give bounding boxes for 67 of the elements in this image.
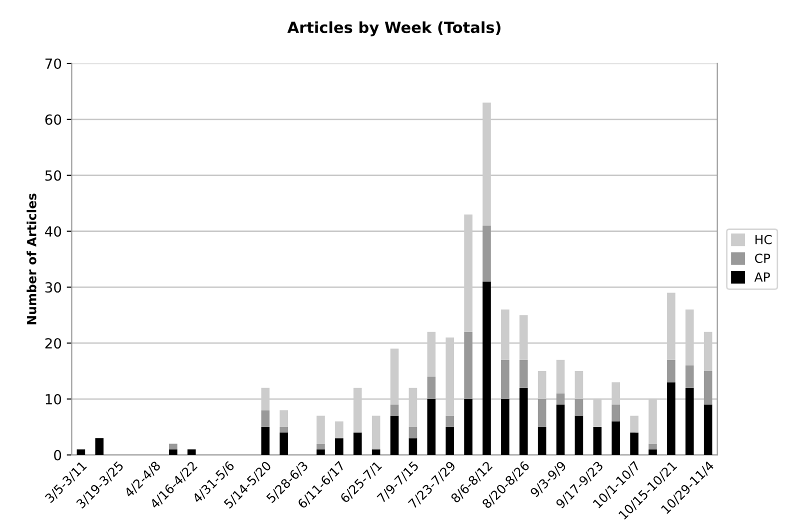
bar (280, 426, 288, 433)
bar (464, 399, 472, 455)
bar (612, 404, 620, 422)
y-tick-label: 50 (45, 170, 62, 181)
chart-title: Articles by Week (Totals) (287, 21, 500, 36)
bar (538, 426, 546, 455)
bar (353, 432, 362, 455)
bar (280, 410, 288, 427)
bar (482, 226, 491, 282)
legend-label: CP (754, 254, 770, 264)
bar (648, 444, 657, 450)
bar (390, 404, 399, 416)
bar (556, 360, 565, 394)
legend-label: AP (754, 272, 770, 282)
bar (501, 399, 510, 455)
y-tick-label: 20 (45, 338, 62, 349)
bar (685, 365, 694, 388)
bar (169, 444, 178, 450)
bar (630, 432, 638, 455)
y-tick-label: 0 (54, 450, 62, 460)
bar (482, 282, 491, 455)
bar (169, 449, 178, 455)
y-tick-label: 60 (45, 114, 62, 125)
bar (501, 360, 510, 400)
bar (556, 393, 565, 405)
bar (408, 426, 418, 438)
bar (464, 332, 472, 400)
bar (335, 421, 344, 438)
y-tick-label: 40 (45, 226, 62, 237)
bar (316, 444, 325, 450)
bar (76, 449, 86, 455)
bar (187, 449, 196, 455)
bar (648, 449, 657, 455)
bar (446, 416, 454, 427)
bar (316, 449, 325, 455)
bar (261, 410, 270, 427)
bar (519, 360, 528, 388)
y-tick-label: 10 (46, 394, 62, 404)
bar (519, 388, 528, 455)
bar (372, 416, 380, 450)
bar (574, 416, 584, 455)
bar (95, 438, 104, 455)
bar (261, 426, 270, 455)
bar (280, 432, 288, 455)
bar (538, 399, 546, 427)
bar (446, 426, 454, 455)
bar (316, 416, 325, 444)
y-tick-label: 30 (45, 282, 62, 293)
bar (372, 449, 380, 455)
legend-label: HC (756, 234, 772, 244)
bar (574, 399, 584, 416)
bar (667, 360, 676, 382)
bar (704, 371, 712, 405)
bar (408, 438, 418, 455)
bar (685, 388, 694, 455)
bar (556, 404, 565, 455)
bar (335, 438, 344, 455)
bar (612, 421, 620, 455)
y-tick-label: 70 (45, 58, 62, 69)
bar (593, 426, 602, 455)
bar (704, 404, 712, 455)
bar (630, 416, 638, 433)
bar (427, 376, 436, 400)
bar (667, 382, 676, 455)
bar (390, 416, 399, 455)
bar (427, 399, 436, 455)
y-axis-title: Number of Articles (26, 194, 36, 324)
